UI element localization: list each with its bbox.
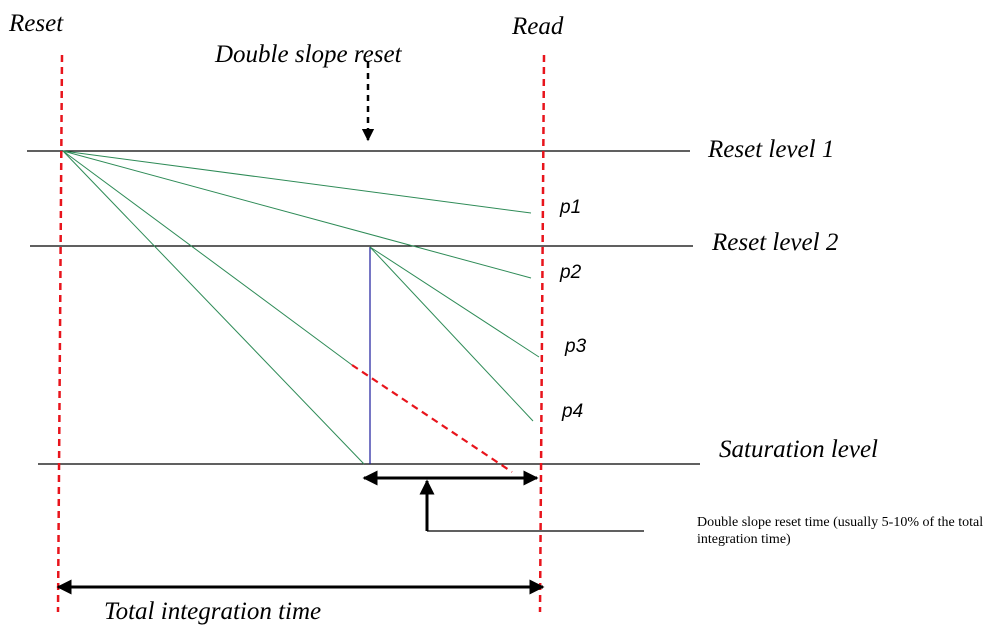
p4-label: p4 bbox=[562, 401, 584, 422]
ramp-p3 bbox=[369, 246, 540, 358]
reset-label: Reset bbox=[9, 10, 64, 37]
total-integration-time-label: Total integration time bbox=[104, 598, 322, 625]
ramp-p4 bbox=[369, 246, 534, 422]
ramp-unclipped-continuation bbox=[351, 364, 513, 473]
reset-level-1-label: Reset level 1 bbox=[708, 136, 835, 163]
ramp-p1 bbox=[62, 150, 532, 214]
read-marker-line bbox=[538, 54, 546, 613]
double-slope-reset-label: Double slope reset bbox=[215, 41, 402, 68]
p1-label: p1 bbox=[560, 197, 582, 218]
reset-level-2-label: Reset level 2 bbox=[712, 229, 839, 256]
read-label: Read bbox=[512, 13, 564, 40]
p3-label: p3 bbox=[565, 336, 587, 357]
ramp-clipped bbox=[62, 150, 353, 366]
reset-marker-line bbox=[56, 54, 64, 613]
p2-label: p2 bbox=[560, 262, 582, 283]
ramp-p2 bbox=[62, 150, 532, 279]
saturation-level-label: Saturation level bbox=[719, 436, 878, 463]
ramp-to-saturation bbox=[62, 150, 365, 465]
double-slope-reset-time-note: Double slope reset time (usually 5-10% o… bbox=[697, 515, 984, 547]
